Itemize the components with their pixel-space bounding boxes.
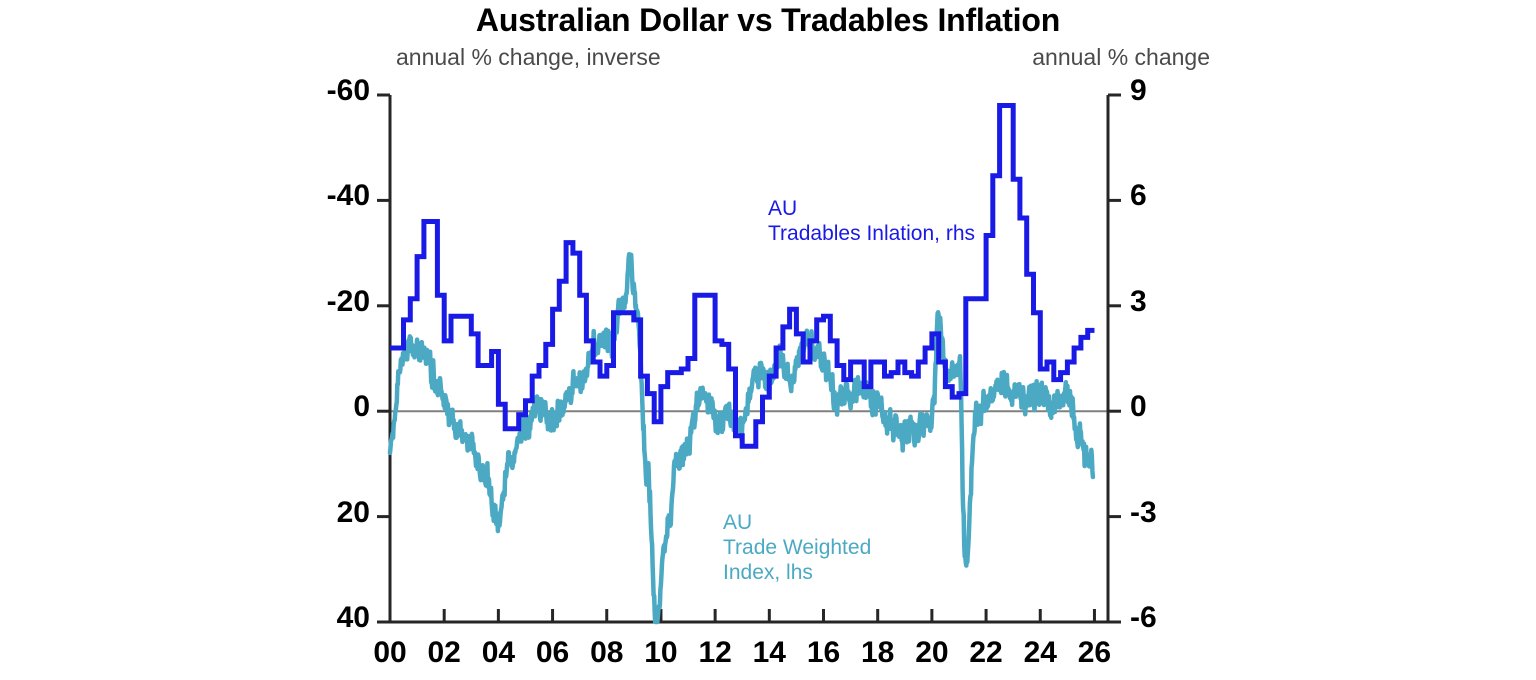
- x-axis-tick-label: 08: [590, 636, 624, 669]
- right-axis-tick-label: 0: [1130, 390, 1147, 424]
- chart-title: Australian Dollar vs Tradables Inflation: [475, 2, 1061, 38]
- legend-cyan-line1: AU: [723, 511, 753, 534]
- x-axis-tick-label: 00: [373, 636, 407, 669]
- legend-tradables-inflation: AU Tradables Inlation, rhs: [768, 196, 975, 246]
- left-axis-tick-label: 20: [336, 495, 370, 529]
- x-axis-tick-label: 24: [1023, 636, 1057, 669]
- right-axis-tick-label: -6: [1130, 601, 1157, 634]
- x-axis-tick-label: 10: [644, 636, 678, 669]
- x-axis-tick-label: 14: [752, 636, 786, 669]
- x-axis-tick-label: 12: [698, 636, 732, 669]
- x-axis-tick-label: 16: [806, 636, 841, 669]
- series-tradables-inflation: [390, 103, 1095, 449]
- left-axis-tick-label: -60: [326, 74, 370, 107]
- legend-cyan-line2: Trade Weighted: [723, 536, 872, 559]
- legend-cyan-line3: Index, lhs: [723, 561, 813, 584]
- left-axis-tick-label: 40: [336, 601, 370, 634]
- left-axis-tick-label: -40: [326, 179, 370, 213]
- x-axis-tick-label: 06: [535, 636, 570, 669]
- x-axis-tick-label: 04: [481, 636, 516, 669]
- left-axis-subtitle: annual % change, inverse: [396, 44, 661, 70]
- right-axis-subtitle: annual % change: [1032, 44, 1210, 70]
- right-axis-tick-label: 6: [1130, 179, 1147, 213]
- x-axis-tick-label: 22: [969, 636, 1003, 669]
- x-axis-tick-label: 26: [1077, 636, 1112, 669]
- x-axis-tick-label: 18: [861, 636, 895, 669]
- right-axis-tick-label: 3: [1130, 284, 1147, 318]
- x-axis-tick-label: 20: [915, 636, 949, 669]
- right-axis-tick-label: 9: [1130, 74, 1147, 107]
- left-axis-tick-label: 0: [353, 390, 370, 424]
- x-axis-tick-label: 02: [427, 636, 461, 669]
- legend-trade-weighted-index: AU Trade Weighted Index, lhs: [723, 510, 871, 585]
- left-axis-tick-label: -20: [326, 284, 370, 318]
- legend-blue-line1: AU: [768, 197, 798, 220]
- legend-blue-line2: Tradables Inlation, rhs: [768, 222, 975, 245]
- right-axis-tick-label: -3: [1130, 495, 1157, 529]
